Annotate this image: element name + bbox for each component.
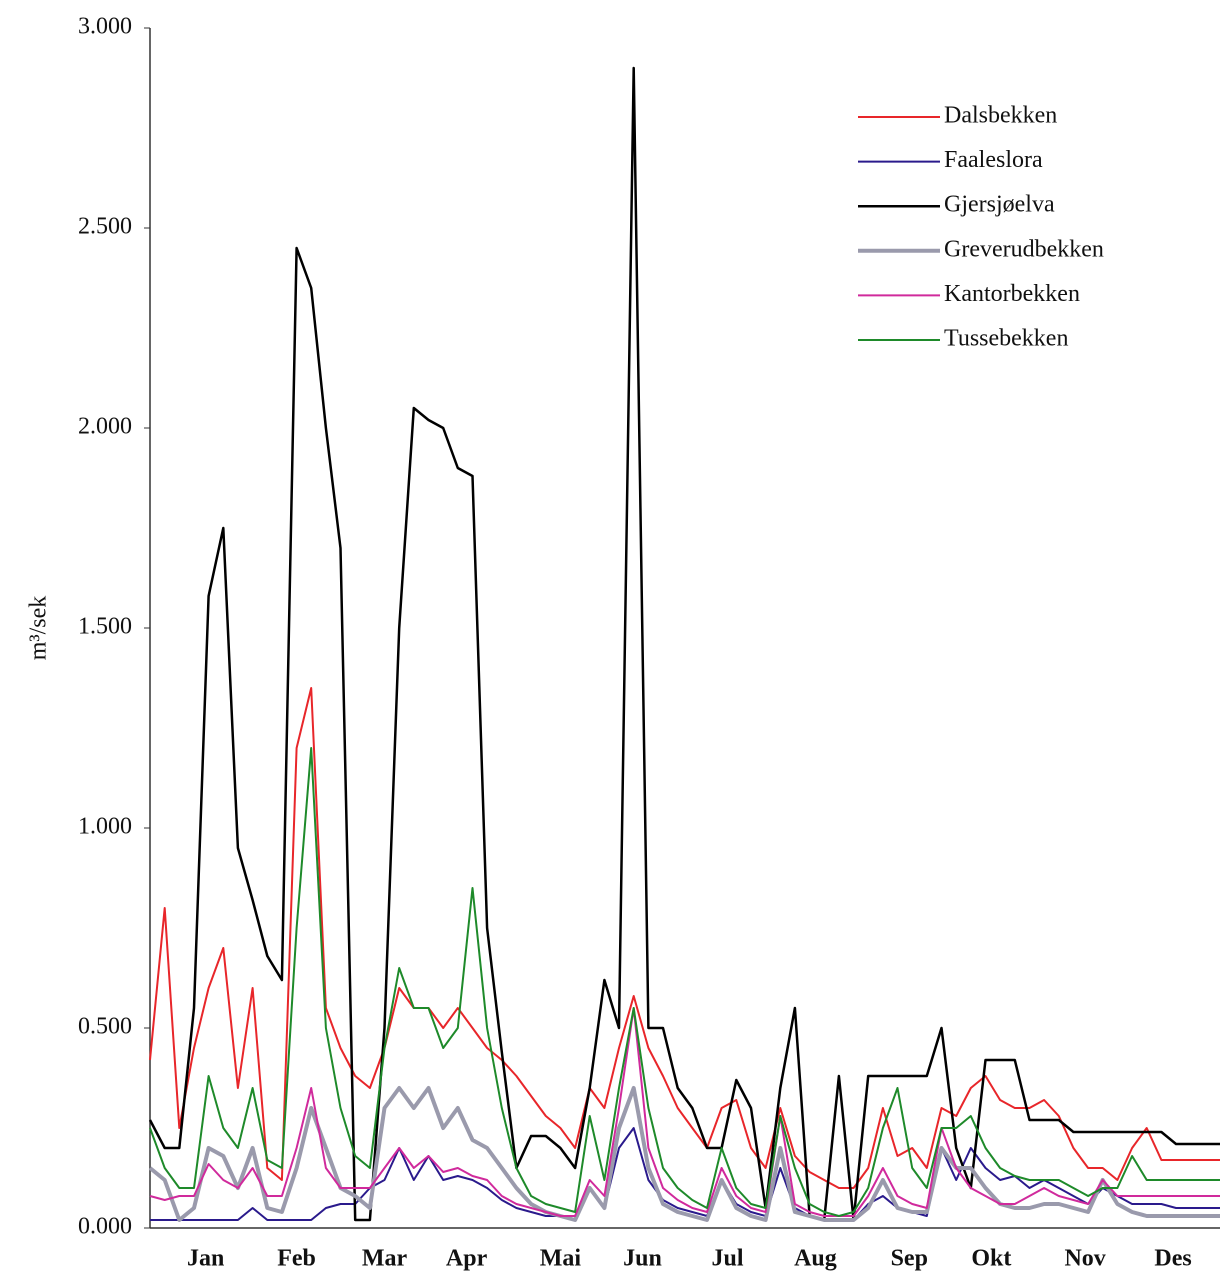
series-line: [149, 687, 1220, 1189]
y-tick-label: 0.000: [78, 1214, 132, 1240]
x-tick-label: Sep: [891, 1246, 928, 1272]
x-tick-label: Aug: [794, 1246, 837, 1272]
x-tick-label: Apr: [446, 1246, 488, 1272]
series-line: [148, 1086, 1220, 1222]
series-line: [150, 1127, 1220, 1221]
x-tick-label: Jun: [623, 1246, 662, 1272]
y-tick-label: 3.000: [78, 14, 132, 40]
y-axis-label: m³/sek: [26, 596, 52, 661]
y-tick-label: 2.500: [78, 214, 132, 240]
x-tick-label: Okt: [971, 1246, 1011, 1272]
series-line: [148, 66, 1220, 1222]
legend-label: Gjersjøelva: [944, 192, 1055, 218]
x-tick-label: Mai: [540, 1246, 582, 1272]
series-line: [149, 747, 1220, 1217]
x-tick-label: Jul: [711, 1246, 743, 1272]
y-tick-label: 1.500: [78, 614, 132, 640]
x-tick-label: Nov: [1064, 1246, 1105, 1272]
legend-label: Tussebekken: [944, 326, 1068, 352]
legend-label: Faaleslora: [944, 147, 1043, 173]
legend-label: Greverudbekken: [944, 236, 1104, 262]
y-tick-label: 2.000: [78, 414, 132, 440]
x-tick-label: Des: [1154, 1246, 1191, 1272]
legend-label: Dalsbekken: [944, 103, 1057, 129]
legend-label: Kantorbekken: [944, 281, 1080, 307]
y-tick-label: 1.000: [78, 814, 132, 840]
x-tick-label: Mar: [362, 1246, 408, 1272]
x-tick-label: Jan: [187, 1246, 224, 1272]
x-tick-label: Feb: [277, 1246, 316, 1272]
series-line: [149, 1007, 1220, 1217]
y-tick-label: 0.500: [78, 1014, 132, 1040]
